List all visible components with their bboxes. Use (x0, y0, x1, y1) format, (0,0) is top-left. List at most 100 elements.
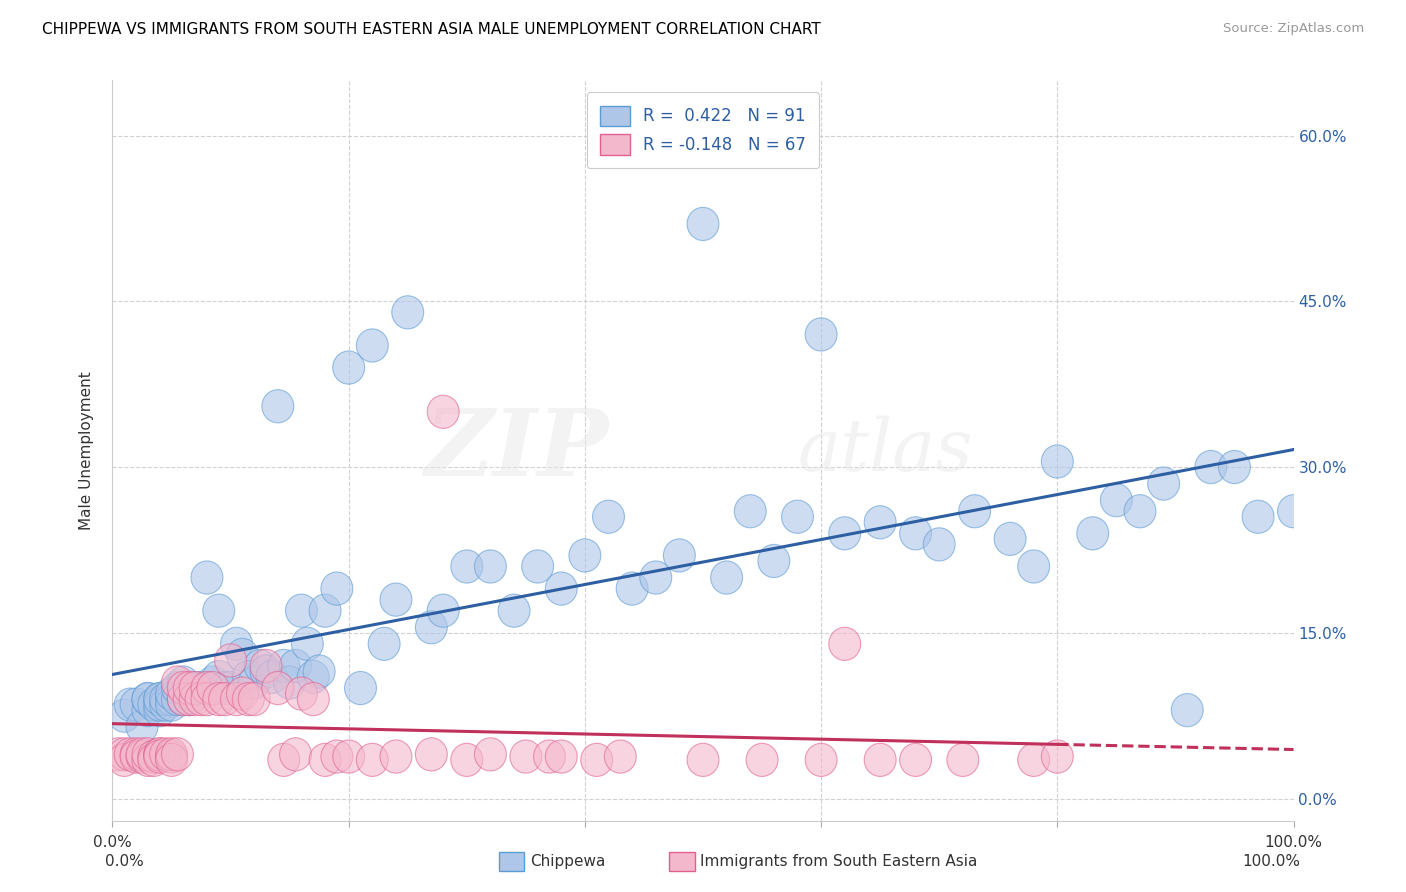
Ellipse shape (143, 688, 176, 722)
Text: Chippewa: Chippewa (530, 855, 606, 869)
Ellipse shape (202, 594, 235, 627)
Ellipse shape (156, 677, 187, 710)
Ellipse shape (132, 694, 165, 727)
Ellipse shape (143, 682, 176, 715)
Ellipse shape (127, 738, 157, 771)
Ellipse shape (1147, 467, 1180, 500)
Ellipse shape (309, 594, 342, 627)
Ellipse shape (380, 740, 412, 773)
Ellipse shape (120, 740, 152, 773)
Ellipse shape (1195, 450, 1227, 483)
Ellipse shape (202, 682, 235, 715)
Ellipse shape (156, 682, 187, 715)
Ellipse shape (451, 549, 482, 583)
Ellipse shape (108, 738, 141, 771)
Ellipse shape (149, 738, 181, 771)
Ellipse shape (304, 655, 335, 688)
Ellipse shape (132, 738, 165, 771)
Ellipse shape (232, 682, 264, 715)
Ellipse shape (321, 572, 353, 605)
Ellipse shape (510, 740, 541, 773)
Ellipse shape (149, 688, 181, 722)
Ellipse shape (262, 672, 294, 705)
Ellipse shape (208, 672, 240, 705)
Ellipse shape (994, 523, 1026, 556)
Ellipse shape (321, 740, 353, 773)
Ellipse shape (605, 740, 637, 773)
Ellipse shape (734, 495, 766, 528)
Ellipse shape (143, 738, 176, 771)
Text: Source: ZipAtlas.com: Source: ZipAtlas.com (1223, 22, 1364, 36)
Ellipse shape (108, 743, 141, 776)
Ellipse shape (256, 660, 288, 694)
Ellipse shape (427, 395, 460, 428)
Ellipse shape (215, 644, 246, 677)
Ellipse shape (415, 611, 447, 644)
Ellipse shape (533, 740, 565, 773)
Ellipse shape (1042, 445, 1073, 478)
Ellipse shape (546, 572, 578, 605)
Ellipse shape (828, 516, 860, 549)
Ellipse shape (245, 649, 276, 682)
Ellipse shape (758, 544, 790, 577)
Ellipse shape (197, 672, 229, 705)
Ellipse shape (806, 743, 837, 776)
Text: atlas: atlas (797, 415, 973, 486)
Ellipse shape (138, 688, 170, 722)
Ellipse shape (356, 329, 388, 362)
Ellipse shape (806, 318, 837, 351)
Ellipse shape (179, 672, 211, 705)
Ellipse shape (865, 506, 896, 539)
Ellipse shape (900, 743, 932, 776)
Ellipse shape (120, 738, 152, 771)
Ellipse shape (865, 743, 896, 776)
Ellipse shape (238, 666, 270, 699)
Ellipse shape (202, 660, 235, 694)
Ellipse shape (156, 738, 187, 771)
Ellipse shape (167, 672, 200, 705)
Ellipse shape (688, 743, 718, 776)
Ellipse shape (546, 740, 578, 773)
Ellipse shape (291, 627, 323, 660)
Ellipse shape (1101, 483, 1132, 516)
Ellipse shape (191, 561, 224, 594)
Y-axis label: Male Unemployment: Male Unemployment (79, 371, 94, 530)
Ellipse shape (173, 682, 205, 715)
Ellipse shape (274, 666, 305, 699)
Ellipse shape (162, 738, 194, 771)
Ellipse shape (569, 539, 600, 572)
Ellipse shape (267, 743, 299, 776)
Ellipse shape (1219, 450, 1250, 483)
Ellipse shape (179, 682, 211, 715)
Ellipse shape (162, 672, 194, 705)
Ellipse shape (1018, 549, 1050, 583)
Ellipse shape (132, 682, 165, 715)
Ellipse shape (616, 572, 648, 605)
Ellipse shape (297, 682, 329, 715)
Text: 0.0%: 0.0% (105, 855, 145, 869)
Ellipse shape (179, 672, 211, 705)
Ellipse shape (173, 682, 205, 715)
Ellipse shape (120, 688, 152, 722)
Ellipse shape (1077, 516, 1109, 549)
Ellipse shape (474, 738, 506, 771)
Ellipse shape (581, 743, 613, 776)
Ellipse shape (127, 710, 157, 743)
Ellipse shape (280, 738, 312, 771)
Ellipse shape (226, 677, 259, 710)
Ellipse shape (688, 207, 718, 241)
Ellipse shape (179, 677, 211, 710)
Ellipse shape (138, 743, 170, 776)
Ellipse shape (1171, 694, 1204, 727)
Ellipse shape (250, 655, 283, 688)
Ellipse shape (356, 743, 388, 776)
Text: CHIPPEWA VS IMMIGRANTS FROM SOUTH EASTERN ASIA MALE UNEMPLOYMENT CORRELATION CHA: CHIPPEWA VS IMMIGRANTS FROM SOUTH EASTER… (42, 22, 821, 37)
Ellipse shape (156, 743, 187, 776)
Ellipse shape (782, 500, 814, 533)
Ellipse shape (127, 740, 157, 773)
Ellipse shape (103, 738, 135, 771)
Ellipse shape (114, 738, 146, 771)
Ellipse shape (138, 740, 170, 773)
Ellipse shape (143, 694, 176, 727)
Ellipse shape (333, 351, 364, 384)
